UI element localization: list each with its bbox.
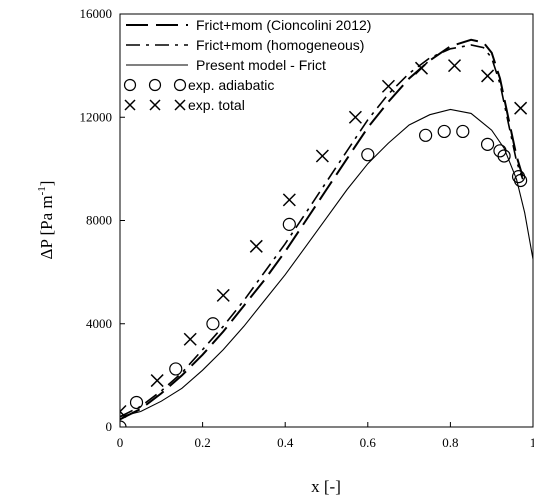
legend-entry: Frict+mom (homogeneous) [126, 37, 364, 53]
x-tick-label: 0.6 [360, 435, 377, 450]
total-point [414, 61, 429, 75]
x-tick-label: 0.8 [442, 435, 458, 450]
adiabatic-point [169, 362, 183, 376]
legend-entry: Present model - Frict [126, 57, 326, 73]
legend-label: Present model - Frict [196, 57, 326, 73]
legend-swatch-circle [123, 78, 137, 92]
series-line [120, 44, 524, 418]
adiabatic-point [456, 124, 470, 139]
legend-label: Frict+mom (homogeneous) [196, 37, 364, 53]
legend-entry: exp. adiabatic [123, 77, 274, 93]
adiabatic-point [514, 173, 528, 188]
y-tick-label: 4000 [86, 316, 112, 331]
x-tick-label: 0.2 [194, 435, 210, 450]
adiabatic-point [282, 217, 296, 231]
adiabatic-point [361, 148, 375, 162]
x-axis-label: x [-] [311, 477, 341, 496]
total-point [381, 79, 395, 93]
series-line [120, 108, 533, 418]
legend-entry: exp. total [124, 97, 245, 113]
total-point [249, 239, 263, 253]
total-point [348, 110, 362, 124]
legend-swatch-circle [173, 78, 187, 92]
x-tick-label: 0 [117, 435, 124, 450]
legend-swatch-x [149, 99, 161, 111]
series-long-dash [120, 38, 524, 421]
adiabatic-point [437, 124, 451, 139]
total-point [150, 374, 164, 388]
total-point [447, 59, 462, 73]
series-marker-x [120, 59, 528, 419]
series-layer [120, 38, 533, 427]
series-solid [120, 108, 533, 418]
plot-frame [119, 13, 534, 428]
legend-label: exp. total [188, 97, 245, 113]
legend-swatch-x [174, 99, 186, 111]
total-point [183, 332, 197, 346]
legend-label: Frict+mom (Cioncolini 2012) [196, 17, 371, 33]
x-tick-label: 1 [530, 435, 534, 450]
adiabatic-point [480, 137, 495, 151]
adiabatic-point [493, 144, 507, 158]
total-point [481, 69, 495, 83]
total-point [514, 101, 528, 115]
adiabatic-point [419, 128, 433, 142]
legend-swatch-x [124, 99, 136, 111]
adiabatic-point [497, 149, 511, 163]
adiabatic-point [206, 317, 220, 331]
adiabatic-point [129, 395, 144, 410]
axis-ticks: 0 0.2 0.4 0.6 0.8 1 0 4000 8000 12000 16000 [80, 6, 534, 450]
y-tick-label: 16000 [80, 6, 113, 21]
total-point [315, 149, 329, 163]
total-point [120, 404, 127, 419]
legend-entry: Frict+mom (Cioncolini 2012) [126, 17, 371, 33]
legend: Frict+mom (Cioncolini 2012) Frict+mom (ho… [123, 17, 371, 113]
series-marker-circle [120, 124, 528, 427]
total-point [216, 288, 230, 302]
total-point [282, 193, 296, 207]
series-dash-dot [120, 44, 524, 418]
y-tick-label: 8000 [86, 213, 112, 228]
series-line [120, 38, 524, 421]
legend-swatch-circle [148, 78, 162, 92]
y-tick-label: 0 [106, 419, 113, 434]
y-tick-label: 12000 [80, 109, 113, 124]
legend-label: exp. adiabatic [188, 77, 274, 93]
x-tick-label: 0.4 [277, 435, 294, 450]
y-axis-label: ΔP [Pa m-1] [36, 181, 56, 260]
